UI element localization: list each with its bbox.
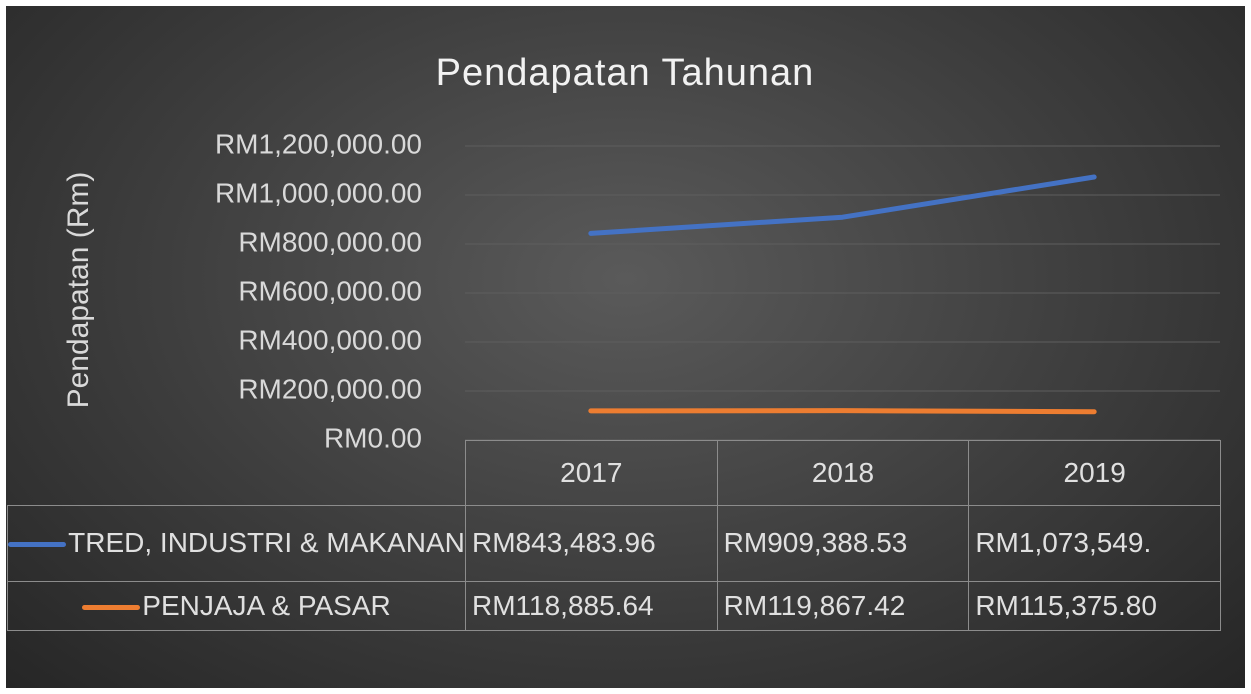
y-tick-label: RM600,000.00 — [238, 275, 422, 306]
legend-label: PENJAJA & PASAR — [142, 589, 391, 621]
value-cell: RM909,388.53 — [716, 505, 970, 582]
value-cell: RM118,885.64 — [465, 581, 718, 631]
value-cell: RM119,867.42 — [716, 581, 970, 631]
legend-icon — [82, 604, 141, 610]
legend-cell: PENJAJA & PASAR — [7, 581, 466, 631]
y-axis-label: Pendapatan (Rm) — [62, 172, 95, 409]
legend-cell: TRED, INDUSTRI & MAKANAN — [7, 505, 466, 582]
legend-icon — [8, 542, 67, 548]
category-header: 2019 — [968, 440, 1221, 506]
y-tick-label: RM800,000.00 — [238, 226, 422, 257]
value-cell: RM1,073,549. — [968, 505, 1221, 582]
chart-background — [6, 6, 1245, 688]
y-tick-label: RM200,000.00 — [238, 373, 422, 404]
legend-entry: TRED, INDUSTRI & MAKANAN — [8, 521, 465, 566]
series-line — [588, 408, 1097, 415]
y-tick-label: RM1,200,000.00 — [215, 128, 422, 159]
legend-label: TRED, INDUSTRI & MAKANAN — [68, 527, 465, 559]
value-cell: RM115,375.80 — [968, 581, 1221, 631]
chart-title: Pendapatan Tahunan — [436, 52, 815, 94]
category-header: 2018 — [716, 440, 970, 506]
series-line — [588, 174, 1097, 236]
y-tick-label: RM1,000,000.00 — [215, 177, 422, 208]
legend-entry: PENJAJA & PASAR — [82, 584, 391, 629]
y-tick-label: RM0.00 — [324, 422, 422, 453]
y-tick-label: RM400,000.00 — [238, 324, 422, 355]
value-cell: RM843,483.96 — [465, 505, 718, 582]
category-header: 2017 — [465, 440, 718, 506]
